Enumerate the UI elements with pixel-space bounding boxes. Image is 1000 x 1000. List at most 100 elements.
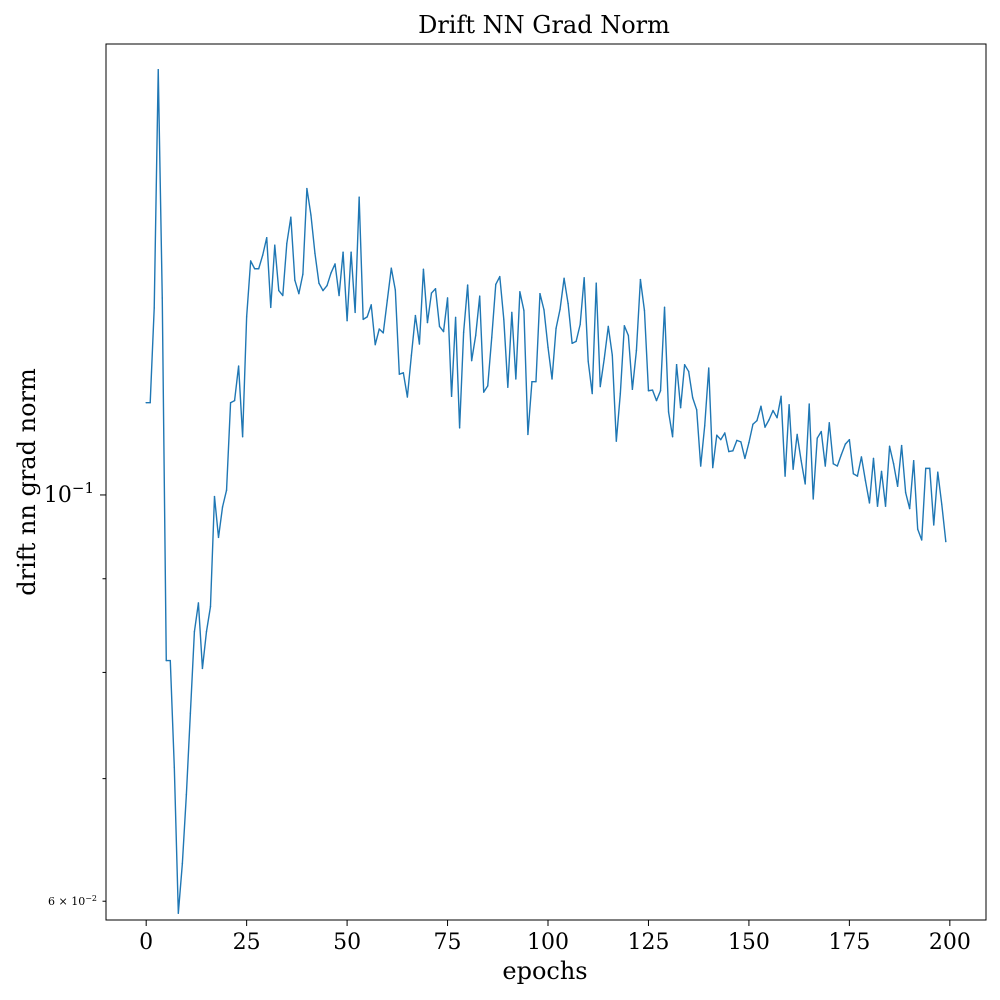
data-point: [531, 381, 533, 383]
data-point: [651, 389, 654, 391]
x-tick-label: 200: [929, 930, 971, 955]
data-point: [631, 388, 634, 391]
data-point: [796, 433, 798, 436]
data-point: [499, 275, 501, 278]
data-point: [679, 406, 682, 409]
data-point: [382, 332, 384, 334]
data-point: [921, 539, 923, 541]
data-point: [366, 316, 368, 318]
data-point: [278, 289, 280, 292]
data-point: [937, 471, 939, 473]
data-point: [406, 396, 409, 398]
data-point: [458, 427, 461, 429]
data-point: [274, 244, 276, 246]
data-point: [752, 423, 754, 425]
data-point: [185, 793, 188, 796]
data-point: [487, 385, 489, 387]
data-point: [470, 359, 473, 362]
data-point: [816, 437, 818, 439]
data-point: [704, 424, 706, 427]
x-tick-label: 25: [233, 930, 261, 955]
data-point: [398, 373, 401, 375]
data-point: [245, 316, 248, 318]
data-point: [201, 667, 204, 670]
data-point: [736, 439, 738, 442]
data-point: [567, 302, 569, 305]
data-point: [623, 325, 626, 327]
data-point: [792, 468, 794, 470]
data-point: [257, 268, 260, 270]
data-point: [800, 460, 802, 462]
data-point: [310, 214, 312, 216]
plot-area-frame: [105, 43, 987, 921]
data-point: [342, 251, 344, 253]
data-point: [916, 528, 919, 530]
data-point: [611, 354, 613, 356]
data-point: [483, 391, 485, 393]
data-point: [808, 403, 810, 405]
data-point: [607, 325, 609, 328]
data-point: [334, 263, 336, 265]
data-point: [716, 434, 718, 436]
data-point: [149, 402, 151, 404]
data-point: [639, 278, 642, 281]
data-point: [221, 506, 224, 508]
data-point: [302, 273, 304, 275]
data-point: [165, 659, 167, 662]
data-point: [687, 370, 690, 373]
data-point: [900, 444, 903, 447]
data-point: [442, 330, 445, 333]
data-point: [583, 277, 585, 279]
data-point: [169, 659, 171, 662]
data-point: [671, 436, 674, 438]
data-point: [547, 346, 549, 349]
data-point: [740, 441, 742, 443]
data-point: [820, 430, 822, 433]
data-point: [430, 292, 433, 294]
data-point: [193, 631, 196, 633]
data-point: [655, 399, 658, 402]
data-point: [290, 216, 292, 218]
data-point: [675, 363, 678, 366]
data-point: [627, 334, 630, 337]
data-point: [844, 443, 847, 445]
data-point: [603, 357, 605, 360]
data-point: [563, 277, 565, 280]
data-point: [438, 325, 441, 328]
data-point: [350, 251, 352, 253]
data-point: [181, 862, 184, 865]
data-point: [523, 309, 525, 312]
data-point: [555, 327, 557, 330]
data-point: [209, 605, 212, 608]
data-point: [286, 242, 288, 245]
data-point: [599, 385, 601, 388]
series-line: [146, 68, 947, 914]
data-point: [925, 467, 927, 470]
data-point: [418, 343, 421, 345]
data-point: [177, 912, 180, 914]
data-point: [330, 272, 332, 274]
data-point: [322, 289, 324, 292]
data-point: [804, 483, 806, 485]
data-point: [189, 712, 192, 714]
data-point: [370, 304, 372, 306]
data-point: [828, 422, 830, 424]
data-point: [712, 466, 714, 469]
data-point: [157, 68, 159, 71]
data-point: [262, 254, 264, 256]
data-point: [237, 365, 240, 367]
data-point: [812, 498, 814, 500]
data-point: [318, 282, 320, 284]
data-point: [326, 284, 328, 287]
x-tick-label: 50: [333, 930, 361, 955]
data-point: [941, 503, 943, 506]
x-tick-label: 75: [434, 930, 462, 955]
data-point: [410, 354, 413, 356]
data-point: [768, 419, 770, 421]
data-point: [728, 450, 730, 453]
data-point: [856, 475, 859, 477]
data-point: [708, 367, 710, 369]
data-point: [587, 360, 589, 362]
data-point: [197, 602, 200, 604]
data-point: [591, 392, 593, 395]
